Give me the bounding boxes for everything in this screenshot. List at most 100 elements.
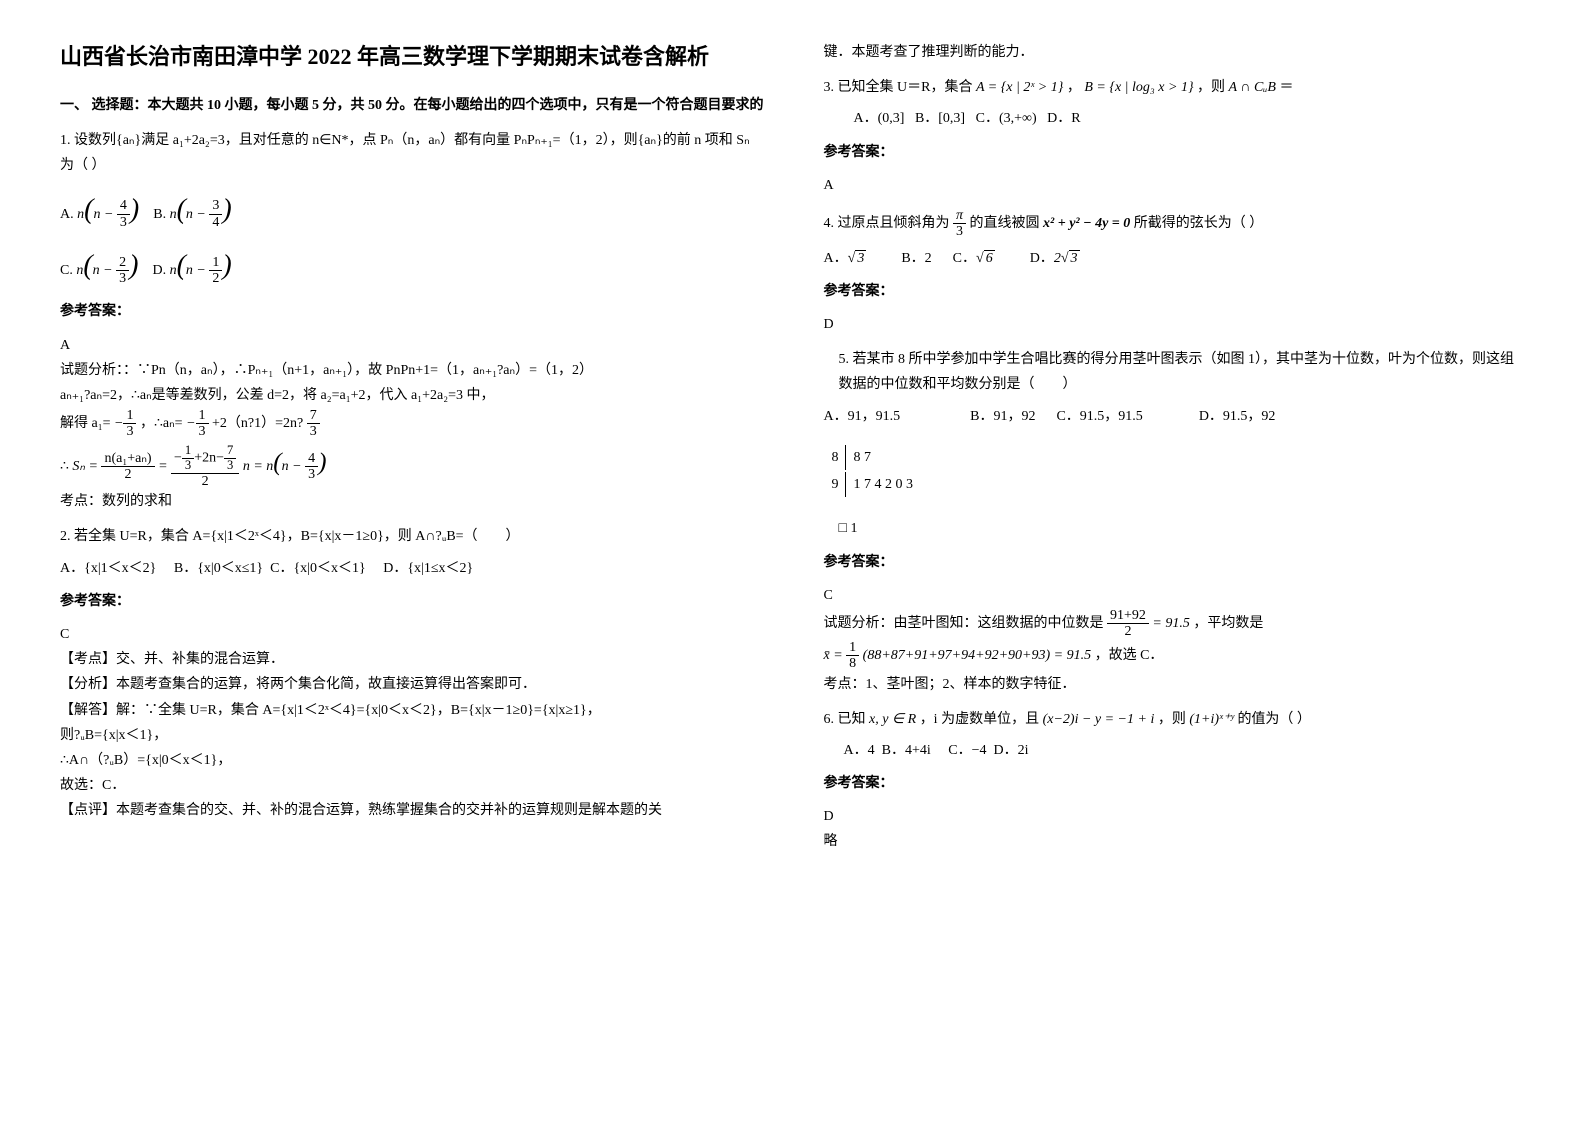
q5-options: A．91，91.5 B．91，92 C．91.5，91.5 D．91.5，92 — [824, 404, 1528, 429]
q2-options: A．{x|1＜x＜2} B．{x|0＜x≤1} C．{x|0＜x＜1} D．{x… — [60, 556, 764, 581]
q5-opt-b: B．91，92 — [970, 409, 1035, 424]
question-2: 2. 若全集 U=R，集合 A={x|1＜2ˣ＜4}，B={x|x－1≥0}，则… — [60, 524, 764, 823]
q4-opt-d: D． — [1030, 251, 1054, 266]
q1-options-ab: A. n(n − 43) B. n(n − 34) — [60, 185, 764, 235]
question-4: 4. 过原点且倾斜角为 π3 的直线被圆 x² + y² − 4y = 0 所截… — [824, 208, 1528, 337]
q1-opt-d-label: D. — [152, 263, 166, 278]
q6-cond2: (x−2)i − y = −1 + i — [1043, 712, 1155, 727]
q3-sc: ，则 — [1197, 80, 1225, 95]
q4-sc: 所截得的弦长为（ ） — [1134, 216, 1264, 231]
q5-med-eq: = 91.5 — [1152, 616, 1189, 631]
answer-label: 参考答案： — [824, 550, 1528, 575]
q6-note: 略 — [824, 829, 1528, 854]
q6-sd: 的值为（ ） — [1237, 712, 1311, 727]
stem-leaf-plot: 8 8 7 9 1 7 4 2 0 3 — [824, 443, 922, 499]
q5-stem: 5. 若某市 8 所中学参加中学生合唱比赛的得分用茎叶图表示（如图 1），其中茎… — [824, 347, 1528, 397]
stem-leaf-row: 9 1 7 4 2 0 3 — [826, 472, 920, 497]
q3-opt-c: C．(3,+∞) — [976, 111, 1037, 126]
stem-9: 9 — [826, 472, 846, 497]
answer-label: 参考答案： — [824, 279, 1528, 304]
q4-opt-c: C． — [953, 251, 976, 266]
q4-opt-b: B．2 — [901, 251, 931, 266]
q2-opt-d: D．{x|1≤x＜2} — [383, 561, 473, 576]
q3-sb: ， — [1067, 80, 1081, 95]
q2-answer: C — [60, 622, 764, 647]
q1-analysis-1: 试题分析：：∵Pn（n，aₙ），∴Pₙ₊₁（n+1，aₙ₊₁），故 PnPn+1… — [60, 358, 764, 383]
q5-med-num: 91+92 — [1107, 608, 1149, 624]
leaf-9: 1 7 4 2 0 3 — [848, 472, 920, 497]
q4-sa: 4. 过原点且倾斜角为 — [824, 216, 950, 231]
question-1: 1. 设数列{aₙ}满足 a₁+2a₂=3，且对任意的 n∈N*，点 Pₙ（n，… — [60, 128, 764, 514]
q6-opt-b: B．4+4i — [882, 743, 931, 758]
question-5: 5. 若某市 8 所中学参加中学生合唱比赛的得分用茎叶图表示（如图 1），其中茎… — [824, 347, 1528, 696]
q1-opt-d-expr: n(n − 12) — [170, 263, 232, 278]
q5-mean-a: x̄ = — [824, 648, 847, 663]
q6-sb: ，i 为虚数单位，且 — [920, 712, 1039, 727]
q6-options: A．4 B．4+4i C．−4 D．2i — [824, 738, 1528, 763]
q5-ac: ，故选 C． — [1095, 648, 1164, 663]
q2-opt-b: B．{x|0＜x≤1} — [174, 561, 263, 576]
q2-solve4: 故选：C． — [60, 773, 764, 798]
q1-conclusion: ∴ Sₙ = n(a₁+aₙ)2 = −13+2n−732 n = n(n − … — [60, 440, 764, 489]
q1-opt-b-expr: n(n − 34) — [170, 207, 232, 222]
q6-sa: 6. 已知 — [824, 712, 866, 727]
q1-sn-formula: Sₙ = n(a₁+aₙ)2 = −13+2n−732 n = n(n − 43… — [72, 459, 326, 474]
q3-answer: A — [824, 173, 1528, 198]
q1-analysis-3: 解得 a₁= −13 ，∴aₙ= −13 +2（n?1）=2n? 73 — [60, 408, 764, 440]
answer-label: 参考答案： — [824, 771, 1528, 796]
q1-opt-b-label: B. — [153, 207, 166, 222]
q1-topic: 考点：数列的求和 — [60, 489, 764, 514]
stem-8: 8 — [826, 445, 846, 470]
q3-setB: B = {x | log₃ x > 1} — [1084, 80, 1193, 95]
q5-mean-den: 8 — [846, 656, 859, 671]
q4-stem: 4. 过原点且倾斜角为 π3 的直线被圆 x² + y² − 4y = 0 所截… — [824, 208, 1528, 240]
q3-options: A．(0,3] B．[0,3] C．(3,+∞) D．R — [824, 106, 1528, 131]
q2-solve3: ∴A∩（?ᵤB）={x|0＜x＜1}， — [60, 748, 764, 773]
leaf-8: 8 7 — [848, 445, 920, 470]
q2-solve1: 【解答】解：∵全集 U=R，集合 A={x|1＜2ˣ＜4}={x|0＜x＜2}，… — [60, 698, 764, 723]
q2-stem: 2. 若全集 U=R，集合 A={x|1＜2ˣ＜4}，B={x|x－1≥0}，则… — [60, 524, 764, 549]
question-3: 3. 已知全集 U＝R，集合 A = {x | 2ˣ > 1} ， B = {x… — [824, 75, 1528, 198]
q3-opt-a: A．(0,3] — [854, 111, 905, 126]
q2-solve2: 则?ᵤB={x|x＜1}， — [60, 723, 764, 748]
q3-opt-d: D．R — [1047, 111, 1080, 126]
q4-sb: 的直线被圆 — [970, 216, 1040, 231]
q5-mean: x̄ = 18 (88+87+91+97+94+92+90+93) = 91.5… — [824, 640, 1528, 672]
q1-analysis-2: aₙ₊₁?aₙ=2，∴aₙ是等差数列，公差 d=2，将 a₂=a₁+2，代入 a… — [60, 383, 764, 408]
q3-expr: A ∩ CᵤB — [1229, 80, 1276, 95]
q5-opt-d: D．91.5，92 — [1199, 409, 1276, 424]
q2-opt-c: C．{x|0＜x＜1} — [270, 561, 366, 576]
q3-sa: 3. 已知全集 U＝R，集合 — [824, 80, 973, 95]
stem-leaf-row: 8 8 7 — [826, 445, 920, 470]
q5-answer: C — [824, 583, 1528, 608]
q1-a3b: ，∴aₙ= — [140, 416, 183, 431]
q6-opt-a: A．4 — [844, 743, 875, 758]
q2-opt-a: A．{x|1＜x＜2} — [60, 561, 156, 576]
q1-answer: A — [60, 333, 764, 358]
q3-sd: ＝ — [1279, 80, 1293, 95]
q5-mean-b: (88+87+91+97+94+92+90+93) = 91.5 — [863, 648, 1091, 663]
q3-setA: A = {x | 2ˣ > 1} — [976, 80, 1063, 95]
q2-point: 【考点】交、并、补集的混合运算． — [60, 647, 764, 672]
q3-opt-b: B．[0,3] — [915, 111, 965, 126]
q6-opt-d: D．2i — [993, 743, 1028, 758]
q1-a3a: 解得 a₁= — [60, 416, 111, 431]
q5-analysis: 试题分析：由茎叶图知：这组数据的中位数是 91+922 = 91.5 ，平均数是 — [824, 608, 1528, 640]
q4-answer: D — [824, 312, 1528, 337]
q6-expr: (1+i)ˣ⁺ʸ — [1189, 712, 1234, 727]
answer-label: 参考答案： — [60, 589, 764, 614]
answer-label: 参考答案： — [824, 140, 1528, 165]
q4-options: A．√3 B．2 C．√6 D．2√3 — [824, 246, 1528, 271]
q1-conc-prefix: ∴ — [60, 459, 69, 474]
section-heading: 一、 选择题：本大题共 10 小题，每小题 5 分，共 50 分。在每小题给出的… — [60, 93, 764, 118]
q1-opt-a-label: A. — [60, 207, 74, 222]
q6-answer: D — [824, 804, 1528, 829]
question-6: 6. 已知 x, y ∈ R ，i 为虚数单位，且 (x−2)i − y = −… — [824, 707, 1528, 855]
q4-circle: x² + y² − 4y = 0 — [1043, 216, 1130, 231]
q1-stem: 1. 设数列{aₙ}满足 a₁+2a₂=3，且对任意的 n∈N*，点 Pₙ（n，… — [60, 128, 764, 178]
q6-stem: 6. 已知 x, y ∈ R ，i 为虚数单位，且 (x−2)i − y = −… — [824, 707, 1528, 732]
q6-cond1: x, y ∈ R — [869, 712, 916, 727]
q3-stem: 3. 已知全集 U＝R，集合 A = {x | 2ˣ > 1} ， B = {x… — [824, 75, 1528, 100]
q2-comment-cont: 键．本题考查了推理判断的能力． — [824, 40, 1528, 65]
q1-opt-c-label: C. — [60, 263, 73, 278]
